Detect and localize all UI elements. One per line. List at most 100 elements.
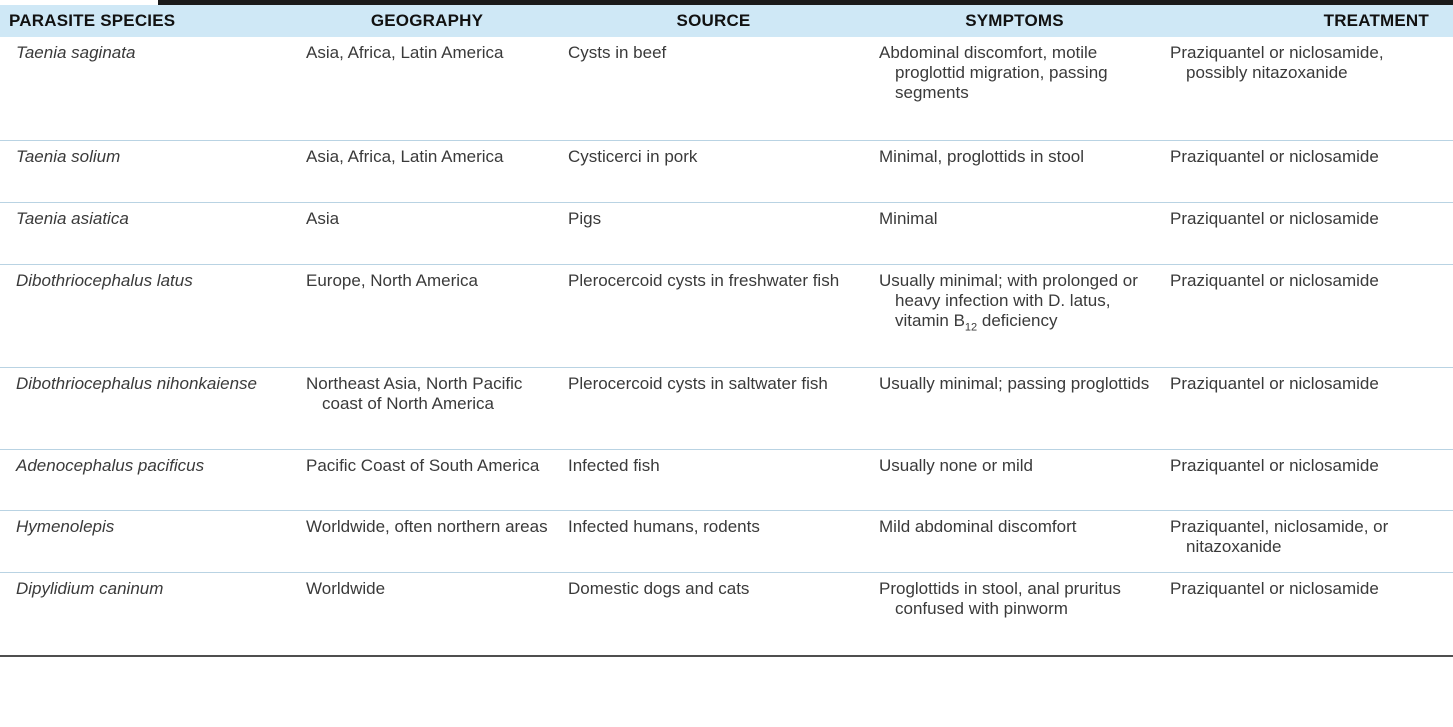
cell-geography: Worldwide, often northern areas — [296, 510, 558, 573]
cell-geography: Asia, Africa, Latin America — [296, 140, 558, 203]
cell-treatment: Praziquantel or niclosamide — [1160, 572, 1453, 657]
treatment-text: Praziquantel or niclosamide — [1170, 373, 1379, 393]
cell-source: Plerocercoid cysts in saltwater fish — [558, 367, 869, 450]
cell-source: Infected fish — [558, 449, 869, 511]
source-text: Infected fish — [568, 455, 660, 475]
source-text: Plerocercoid cysts in saltwater fish — [568, 373, 828, 393]
cell-treatment: Praziquantel or niclosamide — [1160, 140, 1453, 203]
table-row: Dibothriocephalus nihonkaiense Northeast… — [0, 367, 1453, 450]
cell-source: Cysts in beef — [558, 37, 869, 141]
symptoms-subscript: 12 — [964, 320, 978, 333]
cell-symptoms: Mild abdominal discomfort — [869, 510, 1160, 573]
cell-geography: Asia, Africa, Latin America — [296, 37, 558, 141]
cell-treatment: Praziquantel or niclosamide, possibly ni… — [1160, 37, 1453, 141]
symptoms-text: Usually minimal; passing proglottids — [879, 373, 1150, 393]
geography-text: Asia, Africa, Latin America — [306, 146, 504, 166]
symptoms-text: Proglottids in stool, anal pruritus conf… — [879, 578, 1121, 618]
cell-species: Dipylidium caninum — [0, 572, 296, 657]
treatment-text: Praziquantel or niclosamide — [1170, 208, 1379, 228]
cell-symptoms: Usually none or mild — [869, 449, 1160, 511]
cell-source: Infected humans, rodents — [558, 510, 869, 573]
species-text: Dibothriocephalus nihonkaiense — [16, 373, 257, 393]
source-text: Cysticerci in pork — [568, 146, 698, 166]
species-text: Adenocephalus pacificus — [16, 455, 205, 475]
table-row: Taenia asiatica Asia Pigs Minimal Praziq… — [0, 202, 1453, 265]
geography-text: Asia — [306, 208, 340, 228]
cell-geography: Europe, North America — [296, 264, 558, 368]
treatment-text: Praziquantel or niclosamide — [1170, 455, 1379, 475]
symptoms-text: Usually none or mild — [879, 455, 1034, 475]
header-source: SOURCE — [558, 5, 869, 37]
species-text: Hymenolepis — [16, 516, 115, 536]
symptoms-text: Usually minimal; with prolonged or heavy… — [879, 270, 1150, 333]
cell-geography: Asia — [296, 202, 558, 265]
symptoms-text-end: deficiency — [977, 310, 1058, 330]
source-text: Pigs — [568, 208, 602, 228]
cell-geography: Worldwide — [296, 572, 558, 657]
cell-treatment: Praziquantel or niclosamide — [1160, 264, 1453, 368]
cell-geography: Northeast Asia, North Pacific coast of N… — [296, 367, 558, 450]
header-geography: GEOGRAPHY — [296, 5, 558, 37]
treatment-text: Praziquantel, niclosamide, or nitazoxani… — [1170, 516, 1389, 556]
species-text: Dibothriocephalus latus — [16, 270, 193, 290]
geography-text: Asia, Africa, Latin America — [306, 43, 504, 62]
top-rule-gap — [0, 0, 156, 5]
table-row: Dibothriocephalus latus Europe, North Am… — [0, 264, 1453, 368]
source-text: Cysts in beef — [568, 43, 667, 62]
treatment-text: Praziquantel or niclosamide — [1170, 578, 1379, 598]
cell-species: Taenia saginata — [0, 37, 296, 141]
cell-treatment: Praziquantel or niclosamide — [1160, 449, 1453, 511]
geography-text: Worldwide — [306, 578, 386, 598]
cell-symptoms: Proglottids in stool, anal pruritus conf… — [869, 572, 1160, 657]
table-row: Dipylidium caninum Worldwide Domestic do… — [0, 572, 1453, 657]
cell-species: Adenocephalus pacificus — [0, 449, 296, 511]
species-text: Taenia solium — [16, 146, 121, 166]
source-text: Domestic dogs and cats — [568, 578, 750, 598]
treatment-text: Praziquantel or niclosamide, possibly ni… — [1170, 43, 1384, 82]
source-text: Plerocercoid cysts in freshwater fish — [568, 270, 840, 290]
header-row: PARASITE SPECIES GEOGRAPHY SOURCE SYMPTO… — [0, 5, 1453, 37]
cell-treatment: Praziquantel or niclosamide — [1160, 367, 1453, 450]
top-rule-bar — [158, 0, 1453, 5]
cell-species: Taenia asiatica — [0, 202, 296, 265]
geography-text: Northeast Asia, North Pacific coast of N… — [306, 373, 523, 413]
symptoms-text: Mild abdominal discomfort — [879, 516, 1077, 536]
cell-treatment: Praziquantel, niclosamide, or nitazoxani… — [1160, 510, 1453, 573]
cell-symptoms: Usually minimal; passing proglottids — [869, 367, 1160, 450]
cell-treatment: Praziquantel or niclosamide — [1160, 202, 1453, 265]
cell-symptoms: Abdominal discomfort, motile proglottid … — [869, 37, 1160, 141]
cell-species: Dibothriocephalus nihonkaiense — [0, 367, 296, 450]
cell-source: Cysticerci in pork — [558, 140, 869, 203]
header-parasite-species: PARASITE SPECIES — [0, 5, 296, 37]
top-rule — [0, 0, 1453, 5]
cell-symptoms: Minimal — [869, 202, 1160, 265]
header-symptoms: SYMPTOMS — [869, 5, 1160, 37]
cell-source: Domestic dogs and cats — [558, 572, 869, 657]
cell-source: Pigs — [558, 202, 869, 265]
table-row: Taenia solium Asia, Africa, Latin Americ… — [0, 140, 1453, 203]
symptoms-text-main: Usually minimal; with prolonged or heavy… — [879, 270, 1138, 330]
cell-species: Dibothriocephalus latus — [0, 264, 296, 368]
geography-text: Europe, North America — [306, 270, 478, 290]
symptoms-text: Minimal, proglottids in stool — [879, 146, 1085, 166]
cell-source: Plerocercoid cysts in freshwater fish — [558, 264, 869, 368]
cell-species: Hymenolepis — [0, 510, 296, 573]
geography-text: Pacific Coast of South America — [306, 455, 540, 475]
header-treatment: TREATMENT — [1160, 5, 1453, 37]
treatment-text: Praziquantel or niclosamide — [1170, 270, 1379, 290]
cell-symptoms: Minimal, proglottids in stool — [869, 140, 1160, 203]
table-header: PARASITE SPECIES GEOGRAPHY SOURCE SYMPTO… — [0, 5, 1453, 37]
geography-text: Worldwide, often northern areas — [306, 516, 548, 536]
symptoms-text: Minimal — [879, 208, 938, 228]
species-text: Taenia saginata — [16, 43, 136, 62]
cell-species: Taenia solium — [0, 140, 296, 203]
species-text: Taenia asiatica — [16, 208, 129, 228]
source-text: Infected humans, rodents — [568, 516, 760, 536]
cell-symptoms: Usually minimal; with prolonged or heavy… — [869, 264, 1160, 368]
species-text: Dipylidium caninum — [16, 578, 164, 598]
table-row: Taenia saginata Asia, Africa, Latin Amer… — [0, 37, 1453, 141]
treatment-text: Praziquantel or niclosamide — [1170, 146, 1379, 166]
table-row: Adenocephalus pacificus Pacific Coast of… — [0, 449, 1453, 511]
symptoms-text: Abdominal discomfort, motile proglottid … — [879, 43, 1108, 102]
parasite-table: PARASITE SPECIES GEOGRAPHY SOURCE SYMPTO… — [0, 5, 1453, 657]
